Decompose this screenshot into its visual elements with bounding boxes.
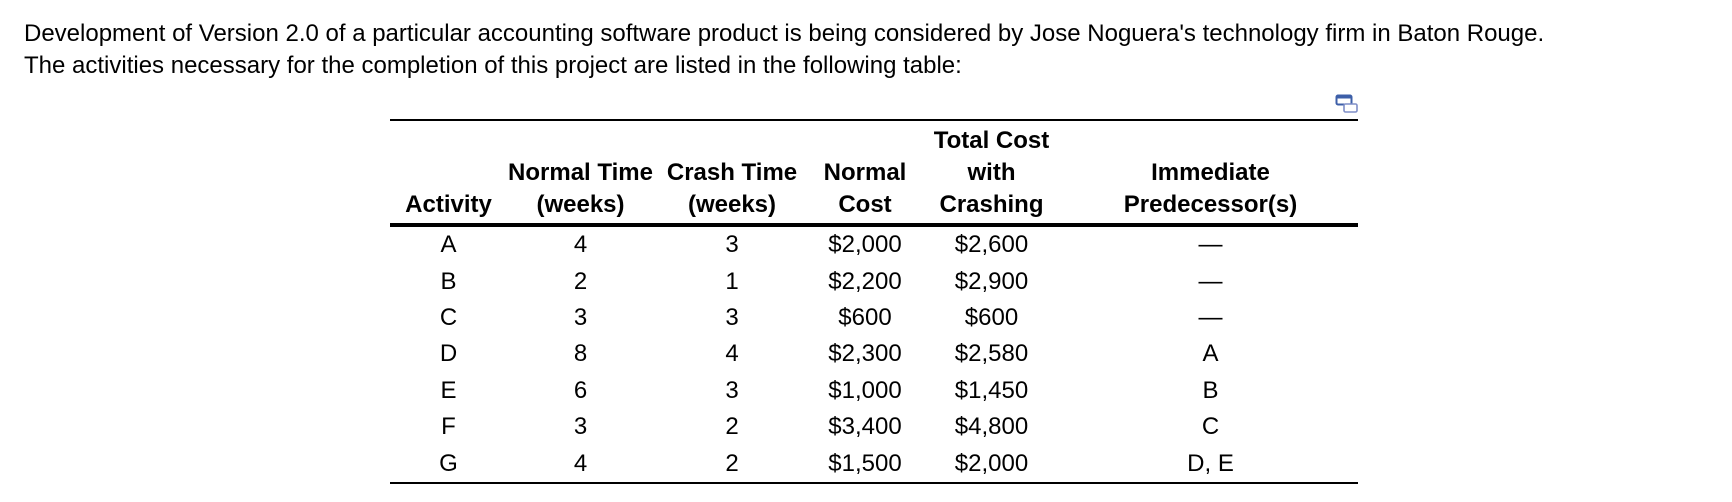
table-row: E 6 3 $1,000 $1,450 B [390, 373, 1358, 409]
cell-normal-time: 6 [573, 376, 588, 404]
header-activity: Activity [405, 191, 492, 218]
table-row: A 4 3 $2,000 $2,600 — [390, 225, 1358, 263]
cell-crash-time: 3 [725, 376, 739, 404]
header-normal-cost: Normal Cost [823, 159, 907, 218]
cell-activity: B [440, 267, 457, 295]
table-body: A 4 3 $2,000 $2,600 — B 2 1 $2,200 $2,90… [390, 225, 1358, 483]
table-row: G 4 2 $1,500 $2,000 D, E [390, 445, 1358, 482]
cell-total-cost: $2,000 [954, 449, 1029, 477]
table-row: C 3 3 $600 $600 — [390, 300, 1358, 336]
table-row: D 8 4 $2,300 $2,580 A [390, 336, 1358, 372]
cell-normal-time: 8 [573, 340, 588, 368]
activity-table: Activity Normal Time (weeks) Crash Time … [390, 119, 1358, 484]
cell-predecessors: C [1201, 413, 1220, 441]
cell-activity: D [439, 340, 458, 368]
cell-predecessors: B [1202, 376, 1219, 404]
cell-normal-time: 3 [573, 413, 588, 441]
table-row: F 3 2 $3,400 $4,800 C [390, 409, 1358, 445]
cell-crash-time: 1 [725, 267, 739, 295]
cell-predecessors: — [1198, 303, 1223, 331]
cell-normal-time: 4 [573, 231, 588, 259]
copy-table-icon[interactable] [1335, 94, 1359, 114]
table-row: B 2 1 $2,200 $2,900 — [390, 263, 1358, 299]
cell-crash-time: 2 [725, 413, 739, 441]
header-crash-time: Crash Time (weeks) [666, 159, 798, 218]
cell-normal-cost: $2,300 [828, 340, 902, 368]
cell-normal-cost: $1,500 [828, 449, 902, 477]
intro-line-1: Development of Version 2.0 of a particul… [24, 20, 1545, 47]
problem-intro: Development of Version 2.0 of a particul… [24, 18, 1714, 82]
cell-crash-time: 3 [725, 231, 739, 259]
cell-total-cost: $600 [964, 303, 1019, 331]
cell-normal-cost: $1,000 [828, 376, 902, 404]
cell-activity: A [440, 231, 457, 259]
cell-activity: G [439, 449, 458, 477]
table-header: Activity Normal Time (weeks) Crash Time … [390, 120, 1358, 225]
cell-activity: C [439, 303, 458, 331]
cell-total-cost: $2,580 [954, 340, 1029, 368]
cell-activity: F [441, 413, 456, 441]
cell-normal-cost: $2,000 [828, 231, 902, 259]
cell-crash-time: 2 [725, 449, 739, 477]
cell-predecessors: A [1202, 340, 1219, 368]
activity-table-container: Activity Normal Time (weeks) Crash Time … [390, 119, 1358, 484]
cell-normal-cost: $600 [838, 303, 892, 331]
cell-total-cost: $2,600 [954, 231, 1029, 259]
cell-total-cost: $4,800 [954, 413, 1029, 441]
cell-total-cost: $2,900 [954, 267, 1029, 295]
cell-total-cost: $1,450 [954, 376, 1029, 404]
cell-predecessors: D, E [1187, 449, 1234, 477]
cell-predecessors: — [1198, 231, 1223, 259]
header-immediate-predecessors: Immediate Predecessor(s) [1123, 159, 1298, 218]
cell-activity: E [440, 376, 457, 404]
cell-normal-time: 2 [573, 267, 588, 295]
header-normal-time: Normal Time (weeks) [508, 159, 653, 218]
cell-normal-cost: $2,200 [828, 267, 902, 295]
cell-crash-time: 3 [725, 303, 739, 331]
cell-crash-time: 4 [725, 340, 739, 368]
cell-normal-time: 4 [573, 449, 588, 477]
cell-predecessors: — [1198, 267, 1223, 295]
header-total-cost-crashing: Total Cost with Crashing [933, 127, 1050, 218]
intro-line-2: The activities necessary for the complet… [24, 52, 962, 79]
cell-normal-time: 3 [573, 303, 588, 331]
cell-normal-cost: $3,400 [828, 413, 902, 441]
